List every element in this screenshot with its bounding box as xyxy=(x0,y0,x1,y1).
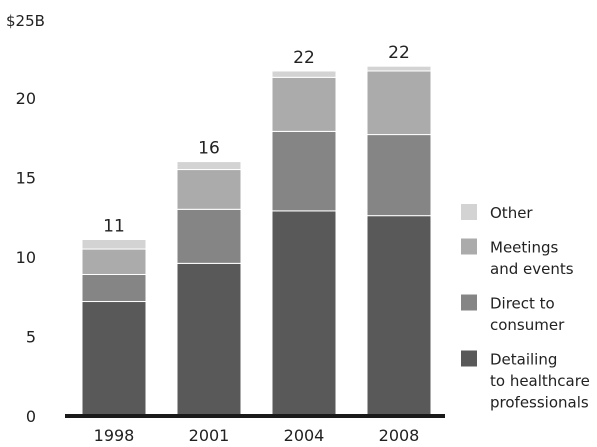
legend-swatch xyxy=(461,204,477,220)
legend-swatch xyxy=(461,350,477,367)
legend-label: to healthcare xyxy=(490,372,590,390)
legend-label: Detailing xyxy=(490,351,557,369)
y-tick-label: 5 xyxy=(26,328,36,347)
bar-total-label: 22 xyxy=(388,43,410,63)
legend-label: Direct to xyxy=(490,295,555,313)
legend-label: consumer xyxy=(490,316,565,334)
bar-total-label: 16 xyxy=(198,139,220,159)
bar-segment xyxy=(271,210,337,417)
bar-segment xyxy=(271,70,337,78)
legend-label: Meetings xyxy=(490,239,558,257)
legend-swatch xyxy=(461,294,477,311)
legend-item: Meetings and events xyxy=(461,238,574,278)
bar-segment xyxy=(271,76,337,132)
bar-segment xyxy=(176,161,242,171)
bar-segment xyxy=(176,208,242,264)
bars xyxy=(81,65,432,417)
bar-segment xyxy=(366,134,432,217)
bar-segment xyxy=(176,169,242,210)
x-tick-label: 1998 xyxy=(94,426,135,445)
bar-segment xyxy=(81,273,147,303)
y-tick-label: 15 xyxy=(16,169,36,188)
bar-segment xyxy=(81,248,147,275)
bar-segment xyxy=(366,215,432,417)
bar-segment xyxy=(366,65,432,72)
y-tick-label: 10 xyxy=(16,248,36,267)
x-axis-ticks: 1998 2001 2004 2008 xyxy=(94,426,420,445)
legend-item: Direct to consumer xyxy=(461,294,565,334)
bar-total-label: 11 xyxy=(103,217,125,237)
x-tick-label: 2001 xyxy=(189,426,230,445)
bar-segment xyxy=(81,239,147,250)
bar-segment xyxy=(271,130,337,212)
legend-item: Other xyxy=(461,204,533,222)
y-tick-label: 20 xyxy=(16,89,36,108)
legend-swatch xyxy=(461,238,477,255)
bar-segment xyxy=(81,301,147,417)
legend-label: Other xyxy=(490,204,533,222)
legend-label: and events xyxy=(490,260,574,278)
y-axis-ticks: 0 5 10 15 20 xyxy=(16,89,36,426)
legend: Other Meetings and events Direct to consumer… xyxy=(461,204,590,412)
legend-item: Detailing to healthcare professionals xyxy=(461,350,590,412)
bar-totals: 11 16 22 22 xyxy=(103,43,410,236)
bar-segment xyxy=(176,262,242,417)
y-axis-label: $25B xyxy=(6,12,45,30)
bar-total-label: 22 xyxy=(293,48,315,68)
y-tick-label: 0 xyxy=(26,407,36,426)
x-tick-label: 2008 xyxy=(379,426,420,445)
x-tick-label: 2004 xyxy=(284,426,325,445)
legend-label: professionals xyxy=(490,394,589,412)
bar-segment xyxy=(366,70,432,136)
